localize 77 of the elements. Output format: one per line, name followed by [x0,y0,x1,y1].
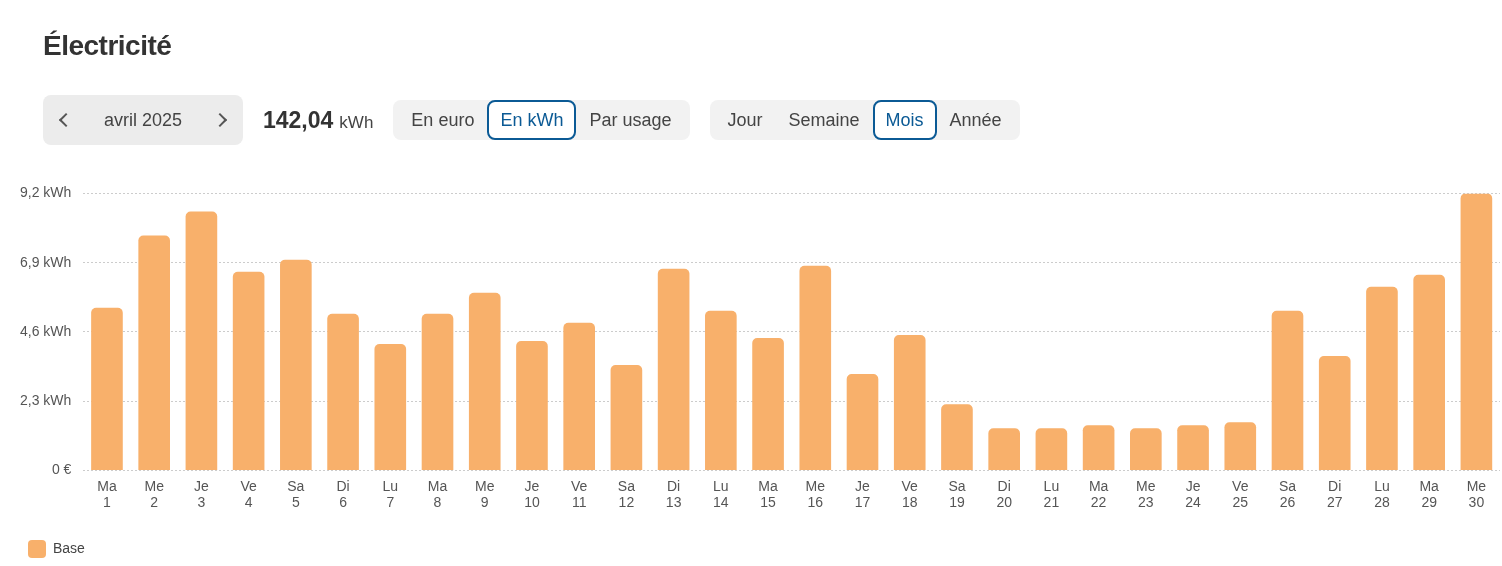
text: En euro [410,108,476,132]
text: En kWh [487,100,577,140]
bar [563,322,595,470]
x-tick-label: Me 30 [1466,477,1487,511]
chart-title: Électricité [43,30,172,62]
x-tick-label: Je 3 [194,477,210,511]
bar [374,343,407,470]
y-tick-label: 4,6 kWh [19,322,72,339]
x-tick-label: Di 27 [1326,477,1343,511]
text: Mois [872,100,937,140]
bar [1366,286,1398,470]
x-tick-label: Di 6 [336,477,350,511]
x-tick-label: Lu 21 [1043,477,1060,511]
x-tick-label: Ma 8 [427,477,448,511]
y-tick-label: 2,3 kWh [19,392,72,409]
bar [941,404,973,470]
text: kWh [339,112,374,133]
bar [752,337,784,470]
x-tick-label: Ve 11 [571,477,588,511]
bar [846,374,879,470]
x-tick-label: Lu 28 [1374,477,1390,511]
x-tick-label: Me 9 [475,477,495,511]
bar [705,310,737,470]
x-tick-label: Ma 15 [758,477,778,511]
bar [1271,310,1304,470]
y-tick-label: 0 € [51,461,72,478]
x-tick-label: Sa 26 [1278,477,1297,511]
text: 142,04 [263,106,334,134]
bar [1224,422,1257,470]
bar [185,211,218,470]
text: Par usage [588,108,673,132]
x-tick-label: Je 17 [854,477,871,511]
bar [232,271,265,470]
x-tick-label: Sa 19 [948,477,966,511]
bar [138,235,170,470]
x-tick-label: Sa 12 [617,477,636,511]
bar [91,307,123,470]
x-tick-label: Ve 18 [901,477,919,511]
x-tick-label: Ma 1 [97,477,117,511]
bar [1460,193,1493,470]
x-tick-label: Lu 14 [713,477,729,511]
x-tick-label: Ma 29 [1419,477,1440,511]
x-tick-label: Me 2 [144,477,165,511]
bar [1177,425,1209,470]
x-tick-label: Lu 7 [382,477,399,511]
x-tick-label: Ma 22 [1088,477,1109,511]
bar [893,334,926,470]
bar [1318,355,1351,470]
text: Semaine [787,108,861,132]
bar [1035,428,1068,470]
x-tick-label: Me 23 [1136,477,1156,511]
legend-label: Base [53,539,86,556]
text: Jour [726,108,764,132]
text: avril 2025 [103,109,183,131]
bar [1413,274,1445,470]
x-tick-label: Je 24 [1185,477,1202,511]
bar [799,265,832,470]
x-tick-label: Me 16 [805,477,826,511]
y-tick-label: 9,2 kWh [19,184,72,201]
bar [516,340,548,470]
x-tick-label: Di 20 [996,477,1013,511]
text: Année [948,108,1003,132]
bar [421,313,454,470]
bar [327,313,359,470]
bar [988,428,1020,470]
x-tick-label: Je 10 [524,477,540,511]
bar [280,259,312,470]
bar [1082,425,1115,470]
x-tick-label: Ve 25 [1232,477,1249,511]
bar [610,365,643,470]
y-tick-label: 6,9 kWh [19,253,72,270]
x-tick-label: Di 13 [665,477,682,511]
x-tick-label: Sa 5 [287,477,305,511]
bar [468,292,501,470]
bar [657,268,690,470]
x-tick-label: Ve 4 [240,477,258,511]
bar [1130,428,1162,470]
